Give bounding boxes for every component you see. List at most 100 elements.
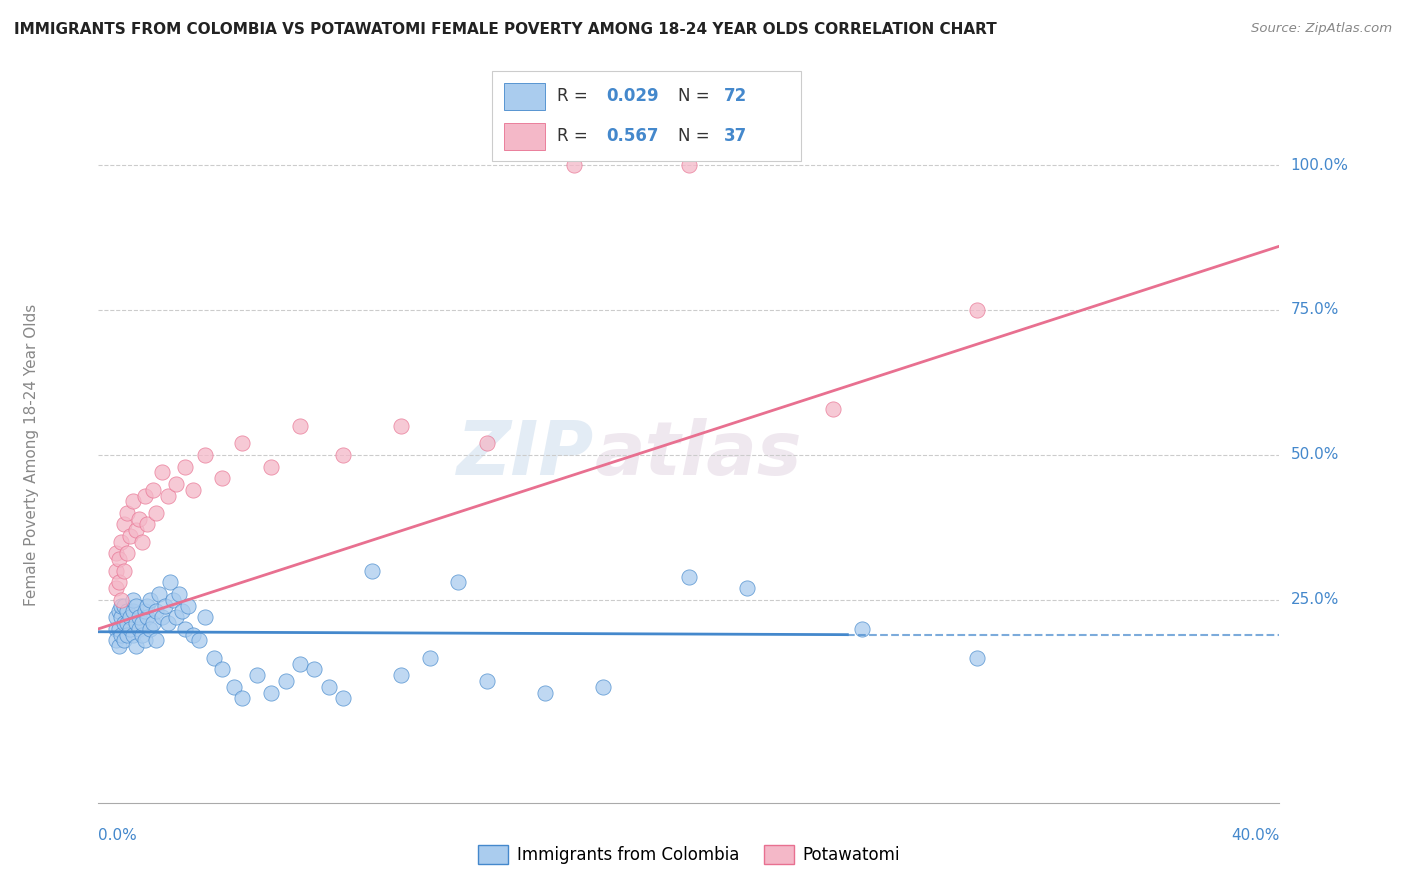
Point xyxy=(156,615,179,630)
Point xyxy=(131,628,153,642)
Point xyxy=(966,651,988,665)
Point xyxy=(131,534,153,549)
Point xyxy=(231,436,253,450)
Point xyxy=(194,610,217,624)
Point xyxy=(678,158,700,172)
Point xyxy=(110,599,132,613)
Point xyxy=(128,622,150,636)
Point xyxy=(136,517,159,532)
Text: N =: N = xyxy=(678,87,714,105)
Point xyxy=(122,628,145,642)
Point xyxy=(136,599,159,613)
Point xyxy=(125,599,148,613)
Point xyxy=(112,564,135,578)
Point xyxy=(153,599,176,613)
Point xyxy=(202,651,225,665)
Point xyxy=(112,599,135,613)
Point xyxy=(173,622,195,636)
Point xyxy=(534,685,557,699)
Text: R =: R = xyxy=(557,127,593,145)
Point xyxy=(112,615,135,630)
FancyBboxPatch shape xyxy=(505,83,544,110)
Point xyxy=(128,511,150,525)
Point xyxy=(211,471,233,485)
Point xyxy=(447,575,470,590)
Text: 50.0%: 50.0% xyxy=(1291,448,1339,462)
Text: Female Poverty Among 18-24 Year Olds: Female Poverty Among 18-24 Year Olds xyxy=(24,304,39,606)
Point xyxy=(389,419,412,434)
Point xyxy=(107,622,129,636)
Point xyxy=(821,401,844,416)
Text: 40.0%: 40.0% xyxy=(1232,828,1279,843)
Text: R =: R = xyxy=(557,87,593,105)
Point xyxy=(125,639,148,653)
Text: 75.0%: 75.0% xyxy=(1291,302,1339,318)
FancyBboxPatch shape xyxy=(492,71,801,161)
Point xyxy=(115,605,138,619)
Text: 25.0%: 25.0% xyxy=(1291,592,1339,607)
Point xyxy=(156,489,179,503)
Point xyxy=(678,570,700,584)
Text: IMMIGRANTS FROM COLOMBIA VS POTAWATOMI FEMALE POVERTY AMONG 18-24 YEAR OLDS CORR: IMMIGRANTS FROM COLOMBIA VS POTAWATOMI F… xyxy=(14,22,997,37)
Point xyxy=(332,448,354,462)
Point xyxy=(419,651,441,665)
Point xyxy=(112,517,135,532)
Point xyxy=(165,610,187,624)
Point xyxy=(104,582,127,596)
Point xyxy=(288,419,311,434)
Point xyxy=(122,494,145,508)
Point xyxy=(211,662,233,676)
Point xyxy=(120,610,142,624)
Point xyxy=(183,483,205,497)
Point xyxy=(115,615,138,630)
Point xyxy=(145,633,167,648)
Point xyxy=(231,691,253,706)
Point xyxy=(332,691,354,706)
Point xyxy=(131,615,153,630)
Point xyxy=(150,466,173,480)
Point xyxy=(162,592,184,607)
Text: 100.0%: 100.0% xyxy=(1291,158,1348,172)
Point xyxy=(167,587,190,601)
Point xyxy=(104,610,127,624)
Point xyxy=(122,605,145,619)
Text: 0.567: 0.567 xyxy=(606,127,659,145)
Point xyxy=(592,680,614,694)
Point xyxy=(183,628,205,642)
Point xyxy=(134,633,156,648)
Point xyxy=(104,546,127,561)
Text: atlas: atlas xyxy=(595,418,801,491)
Point xyxy=(145,605,167,619)
Text: Source: ZipAtlas.com: Source: ZipAtlas.com xyxy=(1251,22,1392,36)
Point xyxy=(125,615,148,630)
Point xyxy=(120,529,142,543)
Point xyxy=(142,615,165,630)
Point xyxy=(288,657,311,671)
Point xyxy=(115,506,138,520)
Point xyxy=(136,610,159,624)
Text: 72: 72 xyxy=(724,87,748,105)
Point xyxy=(139,622,162,636)
Point xyxy=(260,685,283,699)
Point xyxy=(110,534,132,549)
Point xyxy=(159,575,181,590)
Text: 0.0%: 0.0% xyxy=(98,828,138,843)
Point xyxy=(120,622,142,636)
Point xyxy=(851,622,873,636)
Point xyxy=(735,582,758,596)
Point xyxy=(104,622,127,636)
Point xyxy=(318,680,340,694)
Point xyxy=(125,523,148,537)
Point xyxy=(134,489,156,503)
Point xyxy=(188,633,211,648)
Point xyxy=(128,610,150,624)
Point xyxy=(562,158,585,172)
Point xyxy=(150,610,173,624)
Point xyxy=(966,303,988,318)
Point xyxy=(361,564,384,578)
Point xyxy=(274,674,297,689)
Point xyxy=(104,564,127,578)
Point xyxy=(104,633,127,648)
Point xyxy=(145,506,167,520)
Text: 37: 37 xyxy=(724,127,748,145)
